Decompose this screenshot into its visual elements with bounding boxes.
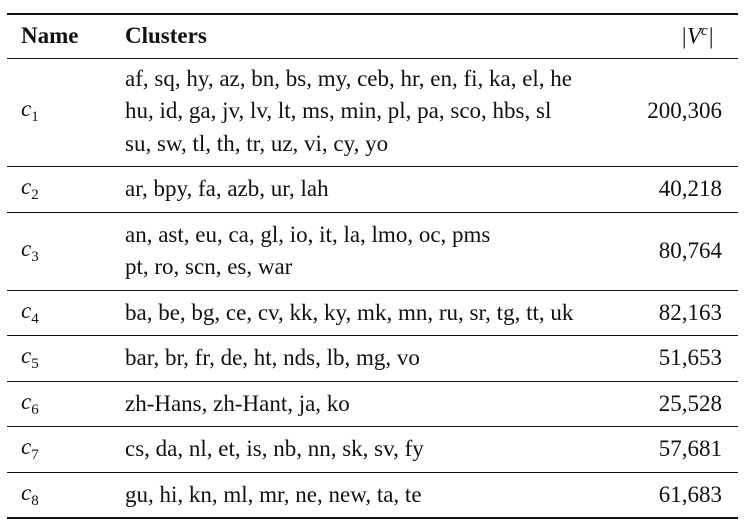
table-row: c8 gu, hi, kn, ml, mr, ne, new, ta, te 6… [7, 472, 738, 518]
cluster-vocab-size: 25,528 [658, 390, 722, 416]
table-row: c7 cs, da, nl, et, is, nb, nn, sk, sv, f… [7, 426, 738, 473]
cluster-symbol: c3 [21, 236, 39, 265]
table-row: c2 ar, bpy, fa, azb, ur, lah 40,218 [7, 166, 738, 213]
cluster-vocab-size: 82,163 [658, 299, 722, 325]
cluster-symbol: c6 [21, 388, 39, 418]
cluster-languages: bar, br, fr, de, ht, nds, lb, mg, vo [125, 345, 420, 370]
table-row: c5 bar, br, fr, de, ht, nds, lb, mg, vo … [7, 335, 738, 382]
cluster-symbol: c1 [21, 96, 39, 126]
cluster-languages: af, sq, hy, az, bn, bs, my, ceb, hr, en,… [125, 65, 573, 156]
header-name: Name [21, 23, 79, 49]
cluster-symbol: c5 [21, 343, 39, 373]
table-row: c6 zh-Hans, zh-Hant, ja, ko 25,528 [7, 381, 738, 427]
cluster-languages: gu, hi, kn, ml, mr, ne, new, ta, te [125, 481, 422, 507]
header-clusters: Clusters [125, 23, 207, 48]
cluster-vocab-size: 200,306 [647, 98, 722, 124]
cluster-languages: ar, bpy, fa, azb, ur, lah [125, 176, 329, 201]
cluster-languages: zh-Hans, zh-Hant, ja, ko [125, 390, 350, 416]
cluster-symbol: c2 [21, 174, 39, 204]
clusters-table: Name Clusters |Vc| c1 af, sq, hy, az, bn… [7, 13, 738, 519]
cluster-symbol: c8 [21, 479, 39, 509]
cluster-languages: an, ast, eu, ca, gl, io, it, la, lmo, oc… [125, 221, 491, 280]
table-row: c1 af, sq, hy, az, bn, bs, my, ceb, hr, … [7, 58, 738, 167]
cluster-symbol: c4 [21, 297, 39, 327]
cluster-vocab-size: 80,764 [658, 238, 722, 263]
cluster-vocab-size: 57,681 [658, 436, 722, 462]
cluster-languages: ba, be, bg, ce, cv, kk, ky, mk, mn, ru, … [125, 299, 574, 325]
cluster-vocab-size: 51,653 [658, 345, 722, 371]
cluster-symbol: c7 [21, 434, 39, 464]
table-row: c4 ba, be, bg, ce, cv, kk, ky, mk, mn, r… [7, 290, 738, 336]
cluster-vocab-size: 61,683 [658, 481, 722, 507]
cluster-languages: cs, da, nl, et, is, nb, nn, sk, sv, fy [125, 436, 424, 461]
header-row: Name Clusters |Vc| [7, 14, 738, 58]
cluster-vocab-size: 40,218 [658, 176, 722, 202]
header-vocab-size: |Vc| [680, 22, 714, 49]
table-row: c3 an, ast, eu, ca, gl, io, it, la, lmo,… [7, 212, 738, 290]
